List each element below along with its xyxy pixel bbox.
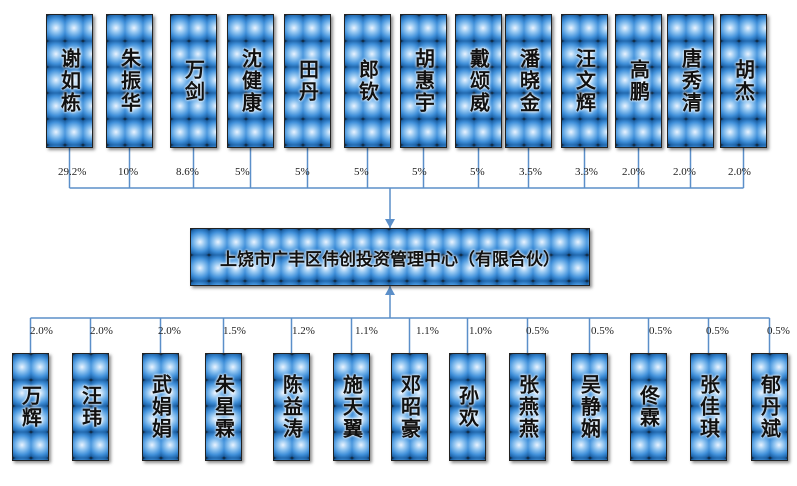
top-shareholder-name: 郎钦: [355, 59, 380, 103]
center-entity-box: 上饶市广丰区伟创投资管理中心（有限合伙）: [190, 228, 590, 286]
top-shareholder-box: 唐秀清: [667, 14, 714, 148]
bottom-share-percent: 0.5%: [767, 325, 790, 337]
bottom-shareholder-box: 朱星霖: [205, 353, 242, 461]
bottom-shareholder-box: 陈益涛: [273, 353, 310, 461]
bottom-share-percent: 2.0%: [90, 325, 113, 337]
bottom-shareholder-name: 武娟娟: [148, 374, 173, 440]
top-shareholder-name: 戴颂威: [466, 48, 491, 114]
top-share-percent: 2.0%: [622, 166, 645, 178]
top-shareholder-name: 潘晓金: [516, 48, 541, 114]
top-shareholder-name: 万剑: [181, 59, 206, 103]
bottom-shareholder-box: 张佳琪: [690, 353, 727, 461]
bottom-shareholder-box: 万辉: [12, 353, 49, 461]
bottom-arrow: [385, 286, 395, 295]
bottom-shareholder-box: 汪玮: [72, 353, 109, 461]
top-share-percent: 3.3%: [575, 166, 598, 178]
bottom-shareholder-name: 万辉: [18, 385, 43, 429]
bottom-shareholder-name: 邓昭豪: [397, 374, 422, 440]
top-share-percent: 3.5%: [519, 166, 542, 178]
top-share-percent: 29.2%: [58, 166, 87, 178]
top-shareholder-name: 汪文辉: [572, 48, 597, 114]
bottom-share-percent: 0.5%: [526, 325, 549, 337]
bottom-share-percent: 1.1%: [416, 325, 439, 337]
bottom-shareholder-name: 施天翼: [339, 374, 364, 440]
bottom-share-percent: 2.0%: [158, 325, 181, 337]
top-shareholder-name: 朱振华: [117, 48, 142, 114]
top-shareholder-box: 潘晓金: [505, 14, 552, 148]
top-shareholder-name: 胡杰: [731, 59, 756, 103]
bottom-shareholder-box: 孙欢: [449, 353, 486, 461]
bottom-shareholder-name: 陈益涛: [279, 374, 304, 440]
bottom-share-percent: 0.5%: [649, 325, 672, 337]
bottom-shareholder-box: 吴静娴: [571, 353, 608, 461]
top-shareholder-box: 戴颂威: [455, 14, 502, 148]
bottom-shareholder-name: 吴静娴: [577, 374, 602, 440]
bottom-shareholder-name: 孙欢: [455, 385, 480, 429]
top-shareholder-box: 胡惠宇: [400, 14, 447, 148]
top-share-percent: 8.6%: [176, 166, 199, 178]
top-share-percent: 2.0%: [728, 166, 751, 178]
top-share-percent: 5%: [354, 166, 369, 178]
bottom-shareholder-box: 施天翼: [333, 353, 370, 461]
top-shareholder-name: 唐秀清: [678, 48, 703, 114]
bottom-share-percent: 0.5%: [591, 325, 614, 337]
top-shareholder-name: 田丹: [295, 59, 320, 103]
bottom-shareholder-name: 张燕燕: [515, 374, 540, 440]
top-shareholder-name: 高鹏: [626, 59, 651, 103]
bottom-shareholder-name: 张佳琪: [696, 374, 721, 440]
top-shareholder-name: 谢如栋: [57, 48, 82, 114]
bottom-shareholder-name: 朱星霖: [211, 374, 236, 440]
top-shareholder-box: 沈健康: [227, 14, 274, 148]
top-shareholder-box: 郎钦: [344, 14, 391, 148]
bottom-shareholder-box: 邓昭豪: [391, 353, 428, 461]
top-shareholder-box: 田丹: [284, 14, 331, 148]
top-shareholder-box: 朱振华: [106, 14, 153, 148]
top-share-percent: 5%: [470, 166, 485, 178]
bottom-shareholder-name: 汪玮: [78, 385, 103, 429]
top-shareholder-box: 谢如栋: [46, 14, 93, 148]
bottom-share-percent: 2.0%: [30, 325, 53, 337]
bottom-shareholder-box: 郁丹斌: [751, 353, 788, 461]
top-shareholder-box: 汪文辉: [561, 14, 608, 148]
top-share-percent: 5%: [235, 166, 250, 178]
top-shareholder-name: 沈健康: [238, 48, 263, 114]
top-share-percent: 10%: [118, 166, 139, 178]
bottom-share-percent: 1.5%: [223, 325, 246, 337]
top-shareholder-box: 万剑: [170, 14, 217, 148]
top-share-percent: 5%: [295, 166, 310, 178]
bottom-share-percent: 1.0%: [469, 325, 492, 337]
bottom-shareholder-box: 武娟娟: [142, 353, 179, 461]
top-shareholder-box: 高鹏: [615, 14, 662, 148]
bottom-share-percent: 0.5%: [706, 325, 729, 337]
top-share-percent: 5%: [412, 166, 427, 178]
bottom-share-percent: 1.1%: [355, 325, 378, 337]
bottom-shareholder-box: 佟霖: [630, 353, 667, 461]
top-shareholder-name: 胡惠宇: [411, 48, 436, 114]
bottom-share-percent: 1.2%: [292, 325, 315, 337]
top-arrow: [385, 219, 395, 228]
bottom-shareholder-name: 郁丹斌: [757, 374, 782, 440]
bottom-shareholder-name: 佟霖: [636, 385, 661, 429]
top-share-percent: 2.0%: [673, 166, 696, 178]
top-shareholder-box: 胡杰: [720, 14, 767, 148]
center-entity-name: 上饶市广丰区伟创投资管理中心（有限合伙）: [220, 249, 560, 270]
bottom-shareholder-box: 张燕燕: [509, 353, 546, 461]
